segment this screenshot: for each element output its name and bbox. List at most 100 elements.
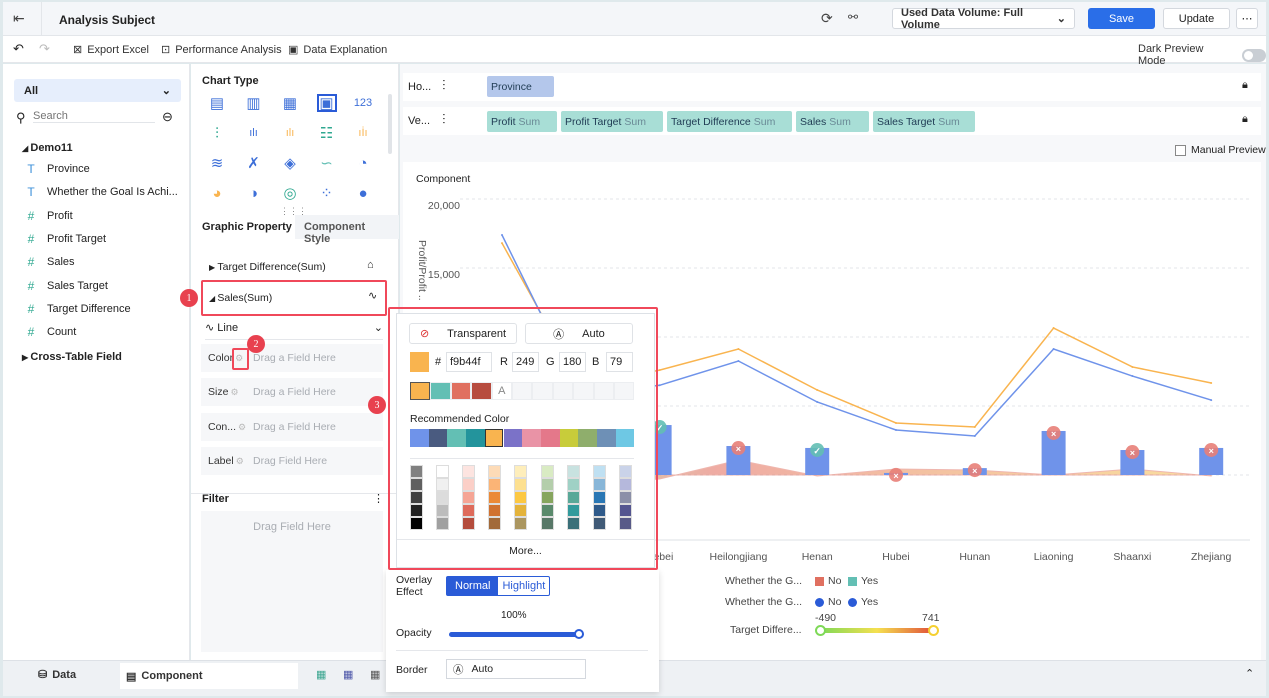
palette-color-swatch[interactable] (514, 491, 528, 504)
palette-color-swatch[interactable] (488, 465, 502, 478)
property-row[interactable]: Label ⚙ Drag Field Here (201, 446, 383, 475)
line-point[interactable] (1052, 348, 1055, 351)
chart-type-option[interactable]: ⁘ (320, 185, 333, 202)
palette-color-swatch[interactable] (514, 504, 528, 517)
recommended-color-swatch[interactable] (466, 429, 485, 447)
palette-color-swatch[interactable] (618, 504, 632, 517)
chart-type-option[interactable]: ılı (285, 127, 295, 139)
palette-color-swatch[interactable] (410, 465, 423, 478)
recommended-color-swatch[interactable] (447, 429, 467, 447)
palette-color-swatch[interactable] (488, 478, 502, 491)
dark-preview-toggle[interactable] (1241, 48, 1266, 62)
resize-handle[interactable]: ⋮⋮⋮ (280, 206, 307, 216)
line-type-select[interactable]: ∿ Line ⌄ (205, 321, 383, 340)
undo-icon[interactable]: ↶ (13, 41, 24, 56)
refresh-icon[interactable]: ⟳ (821, 10, 833, 26)
chart-type-option[interactable]: ▣ (316, 94, 337, 112)
field-pill[interactable]: Profit Sum (487, 111, 557, 132)
property-row[interactable]: Size ⚙ Drag a Field Here (201, 378, 383, 407)
recommended-color-swatch[interactable] (615, 429, 635, 447)
field-pill[interactable]: Sales Sum (796, 111, 869, 132)
legend-item[interactable]: Yes (848, 575, 878, 587)
line-point[interactable] (737, 360, 740, 363)
legend-item[interactable]: No (815, 596, 841, 608)
line-point[interactable] (1131, 375, 1134, 378)
line-point[interactable] (1210, 399, 1213, 402)
save-button[interactable]: Save (1088, 8, 1155, 29)
chart-type-option[interactable]: ▦ (282, 95, 298, 112)
property-row[interactable]: Color ⚙ Drag a Field Here (201, 344, 383, 372)
recent-color-swatch[interactable] (573, 382, 594, 400)
field-pill[interactable]: Profit Target Sum (561, 111, 663, 132)
chart-type-option[interactable]: ⫶ (215, 124, 219, 142)
scrollbar[interactable] (388, 94, 392, 154)
gradient-handle-max[interactable] (928, 625, 939, 636)
field-filter-select[interactable]: All ⌄ (14, 79, 181, 102)
r-input[interactable]: 249 (512, 352, 539, 372)
chart-type-option[interactable]: ✗ (247, 155, 260, 172)
palette-color-swatch[interactable] (514, 465, 528, 478)
palette-color-swatch[interactable] (566, 478, 580, 491)
line-point[interactable] (973, 434, 976, 437)
auto-color-button[interactable]: Ⓐ Auto (525, 323, 633, 344)
more-options-icon[interactable]: ⊖ (162, 109, 173, 124)
chart-type-option[interactable]: ☷ (319, 125, 334, 142)
field-item[interactable]: # Sales Target (25, 279, 108, 293)
palette-color-swatch[interactable] (410, 478, 423, 491)
recommended-color-swatch[interactable] (597, 429, 616, 447)
performance-analysis-button[interactable]: ⊡ Performance Analysis (161, 43, 282, 57)
line-point[interactable] (658, 384, 661, 387)
gear-icon[interactable]: ⚙ (238, 421, 247, 432)
opacity-slider-handle[interactable] (574, 629, 584, 639)
line-point[interactable] (895, 429, 897, 432)
palette-color-swatch[interactable] (540, 478, 554, 491)
more-colors-button[interactable]: More... (509, 545, 542, 557)
add-dashboard-icon[interactable]: ▦ (343, 669, 354, 681)
palette-color-swatch[interactable] (436, 517, 450, 530)
b-input[interactable]: 79 (606, 352, 633, 372)
palette-color-swatch[interactable] (410, 504, 423, 517)
field-item[interactable]: T Whether the Goal Is Achi... (25, 185, 178, 199)
recommended-color-swatch[interactable] (522, 429, 541, 447)
field-item[interactable]: # Profit Target (25, 232, 106, 246)
more-icon[interactable]: ⋯ (1236, 8, 1258, 29)
chart-type-option[interactable]: ılı (249, 127, 258, 139)
chart-type-option[interactable]: ıİı (358, 127, 368, 139)
line-point[interactable] (658, 369, 661, 372)
data-explanation-button[interactable]: ▣ Data Explanation (288, 43, 388, 57)
recommended-color-swatch[interactable] (559, 429, 579, 447)
palette-color-swatch[interactable] (436, 491, 450, 504)
line-point[interactable] (1052, 327, 1055, 330)
overlay-normal-button[interactable]: Normal (447, 577, 499, 595)
chart-type-option[interactable]: ∽ (320, 155, 333, 172)
lock-icon[interactable]: 🔒︎ (1242, 79, 1248, 91)
line-point[interactable] (895, 421, 897, 424)
hex-input[interactable]: f9b44f (446, 352, 492, 372)
g-input[interactable]: 180 (559, 352, 586, 372)
chart-type-option[interactable]: ▥ (246, 95, 261, 112)
lock-icon[interactable]: 🔒︎ (1242, 113, 1248, 125)
palette-color-swatch[interactable] (514, 517, 528, 530)
dataset-node[interactable]: ◢ Demo11 (22, 142, 73, 154)
recent-color-swatch[interactable] (552, 382, 574, 400)
palette-color-swatch[interactable] (566, 465, 580, 478)
search-input[interactable] (33, 110, 155, 123)
recommended-color-swatch[interactable] (410, 429, 429, 447)
palette-color-swatch[interactable] (540, 491, 554, 504)
chart-type-option[interactable]: 123 (353, 97, 373, 109)
gear-icon[interactable]: ⚙ (235, 353, 244, 363)
chart-type-option[interactable]: ● (358, 184, 368, 202)
palette-color-swatch[interactable] (462, 478, 476, 491)
palette-color-swatch[interactable] (618, 517, 632, 530)
palette-color-swatch[interactable] (618, 478, 632, 491)
palette-color-swatch[interactable] (592, 517, 606, 530)
add-component-icon[interactable]: ▦ (316, 669, 327, 681)
tab-component-style[interactable]: Component Style (295, 215, 399, 245)
palette-color-swatch[interactable] (462, 465, 476, 478)
recommended-color-swatch[interactable] (578, 429, 597, 447)
data-volume-select[interactable]: Used Data Volume: Full Volume ⌄ (892, 7, 1075, 31)
palette-color-swatch[interactable] (410, 517, 423, 530)
palette-color-swatch[interactable] (540, 504, 554, 517)
field-item[interactable]: # Count (25, 325, 77, 339)
line-point[interactable] (501, 234, 503, 237)
